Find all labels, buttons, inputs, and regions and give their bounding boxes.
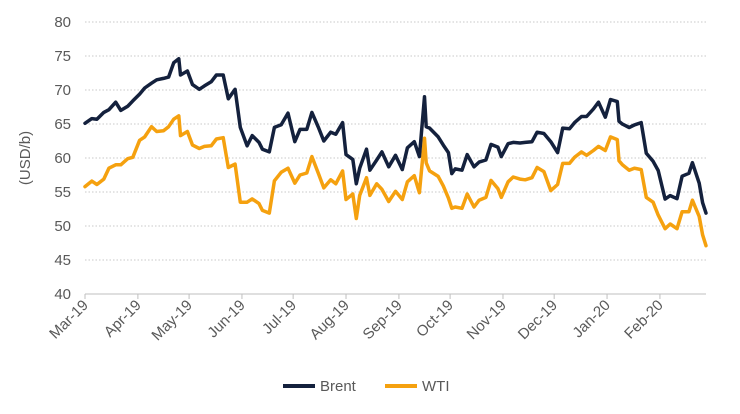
series-line-brent [83, 56, 708, 215]
x-tick-label: May-19 [148, 297, 195, 344]
series-lines [83, 56, 708, 248]
y-tick-label: 70 [54, 82, 71, 99]
x-tick-label: Jul-19 [259, 297, 300, 338]
legend-label-wti: WTI [422, 378, 450, 395]
y-tick-label: 55 [54, 184, 71, 201]
series-line-wti [83, 114, 708, 248]
y-tick-label: 60 [54, 150, 71, 167]
x-axis-ticks: Mar-19 Apr-19 May-19 Jun-19 Jul-19 Aug-19 Sep-… [46, 294, 667, 344]
x-tick-label: Jun-19 [204, 297, 248, 341]
x-tick-label: Apr-19 [101, 297, 145, 341]
y-tick-label: 80 [54, 14, 71, 31]
x-tick-label: Jan-20 [569, 297, 613, 341]
x-tick-label: Dec-19 [515, 297, 561, 343]
x-tick-label: Oct-19 [413, 297, 457, 341]
x-tick-label: Mar-19 [46, 297, 92, 343]
y-tick-label: 65 [54, 116, 71, 133]
x-tick-label: Aug-19 [307, 297, 353, 343]
y-tick-label: 75 [54, 48, 71, 65]
y-axis-ticks: 40 45 50 55 60 65 70 75 80 [54, 14, 71, 303]
y-tick-label: 40 [54, 286, 71, 303]
y-tick-label: 50 [54, 218, 71, 235]
y-tick-label: 45 [54, 252, 71, 269]
x-tick-label: Nov-19 [464, 297, 510, 343]
x-tick-label: Sep-19 [360, 297, 406, 343]
x-tick-label: Feb-20 [621, 297, 667, 343]
y-axis-title: (USD/b) [17, 131, 34, 185]
legend-label-brent: Brent [320, 378, 357, 395]
legend: Brent WTI [283, 378, 450, 395]
